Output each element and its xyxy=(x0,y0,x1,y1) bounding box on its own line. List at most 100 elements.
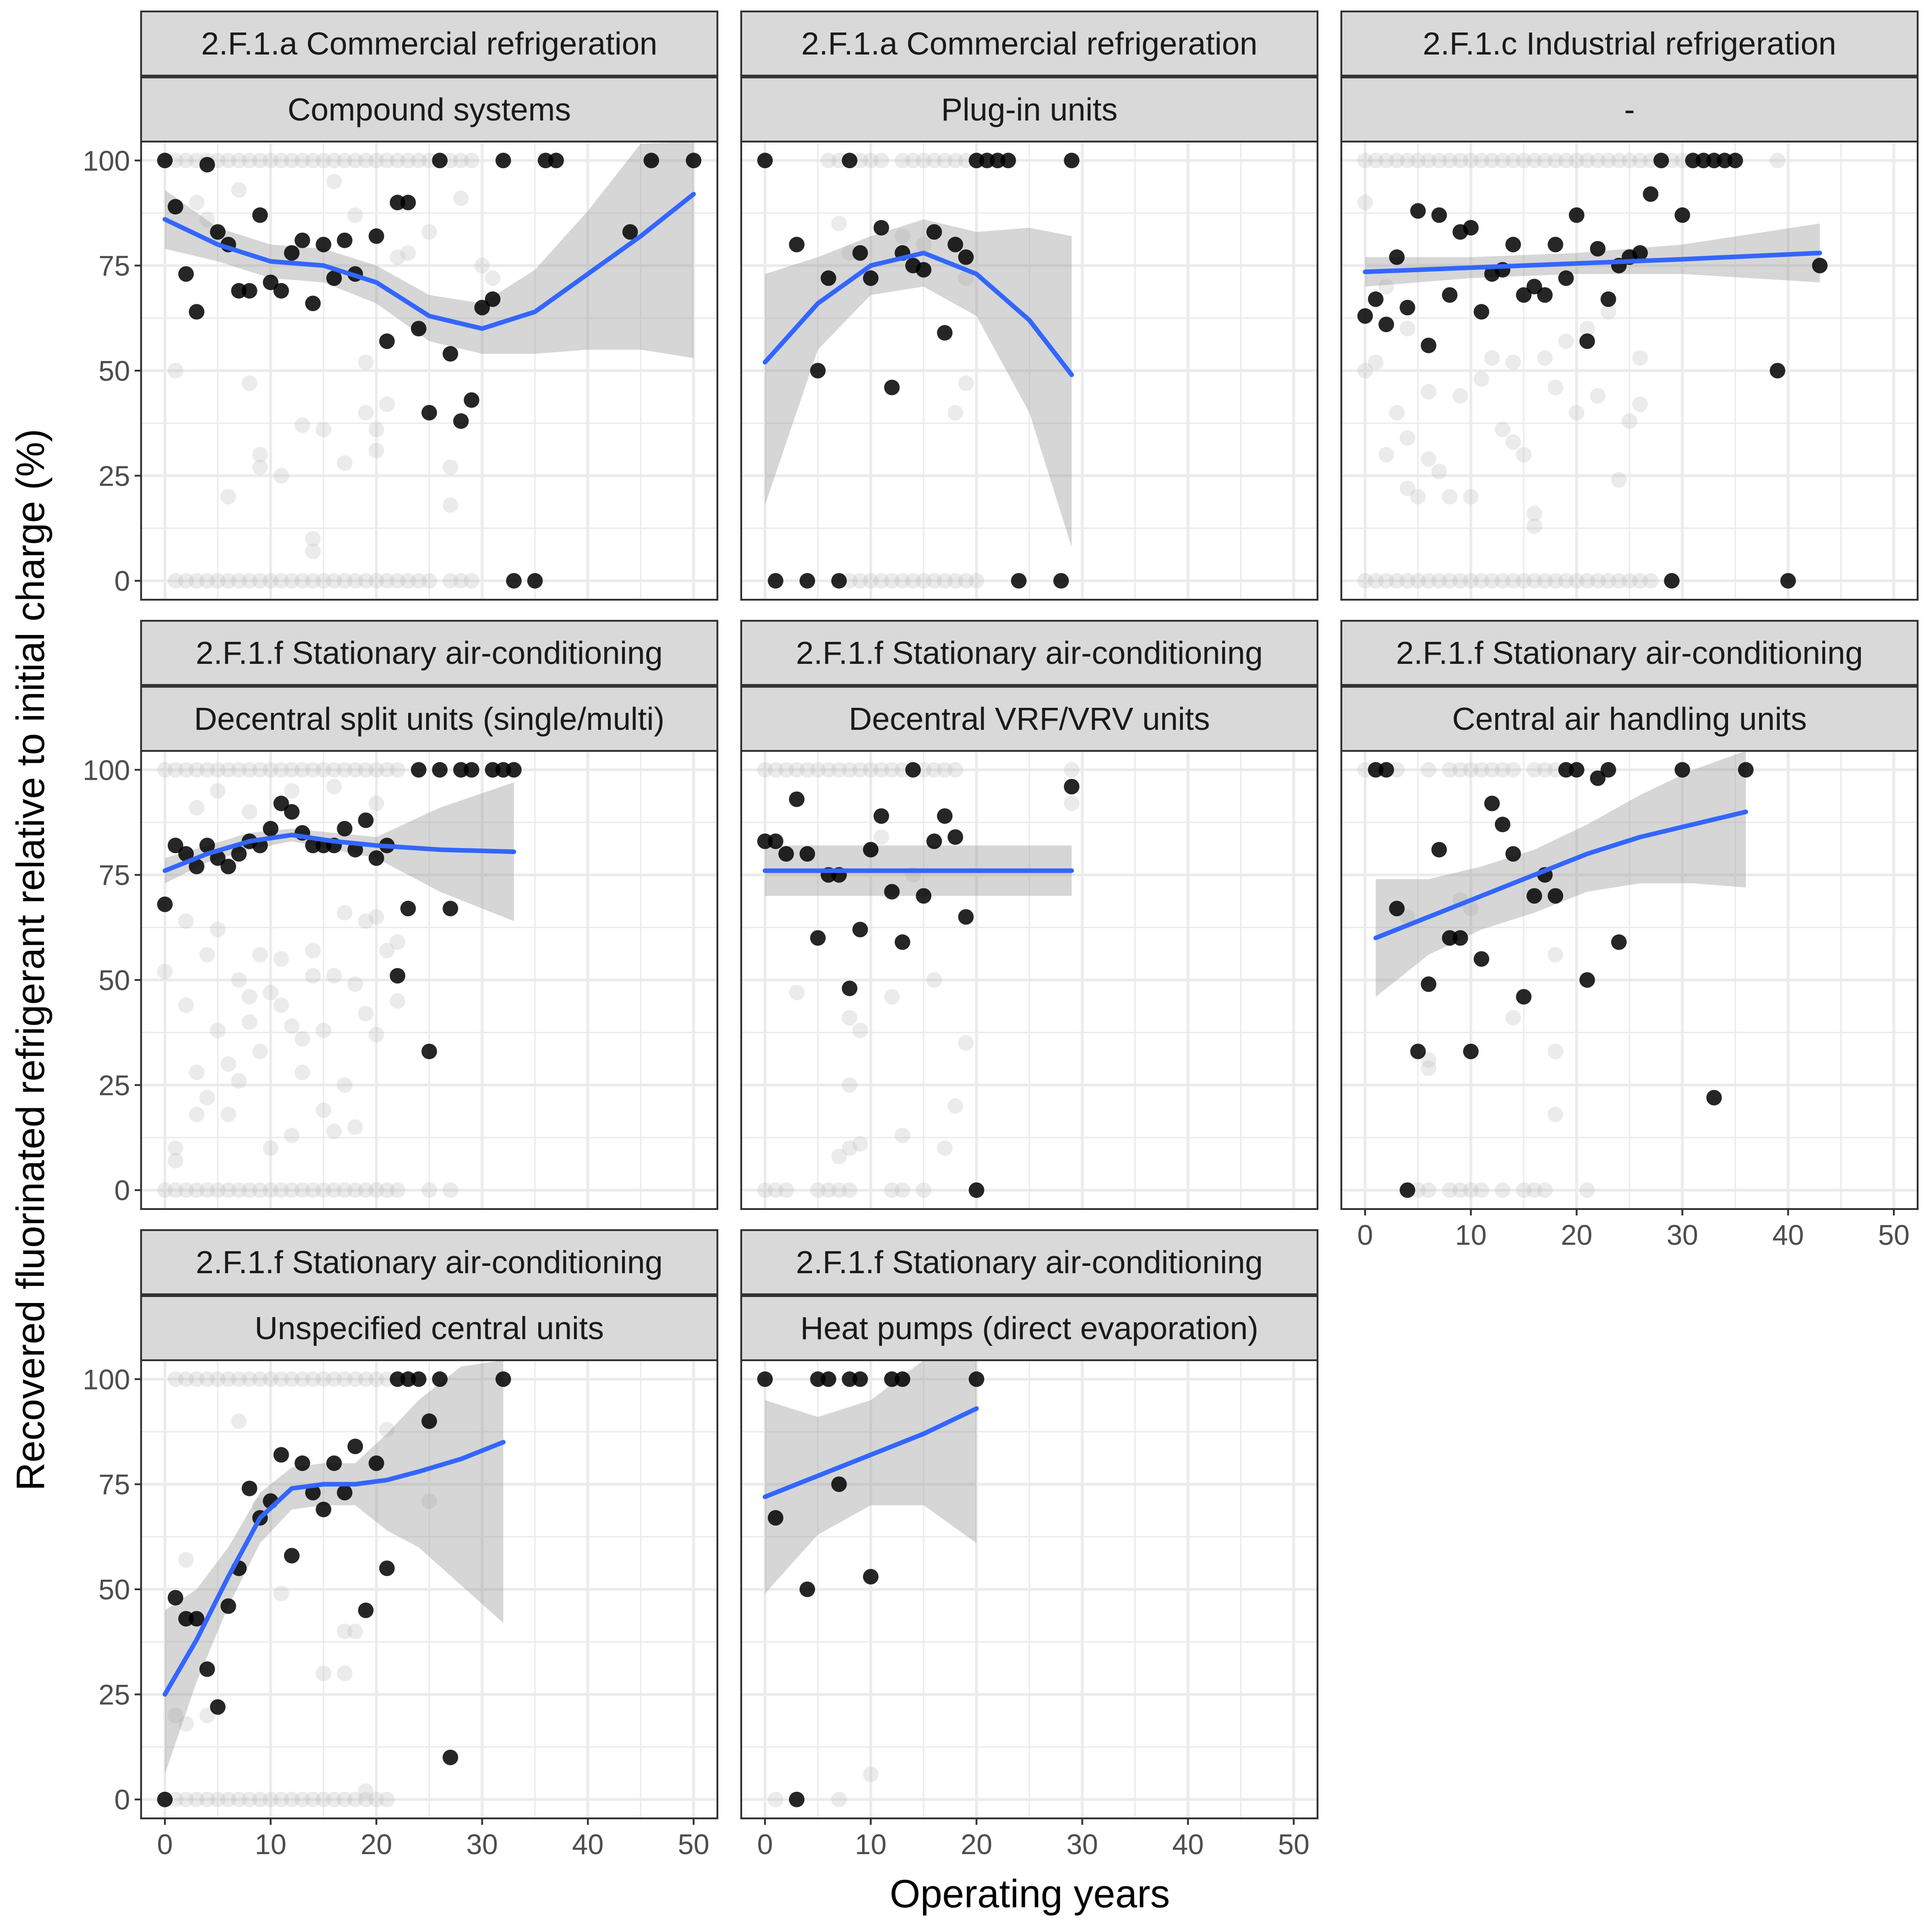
background-point xyxy=(358,573,374,589)
data-point xyxy=(379,333,395,349)
facet-strip-top xyxy=(740,620,1318,686)
background-point xyxy=(1473,762,1489,778)
background-point xyxy=(368,1791,384,1807)
panel-border xyxy=(740,141,1318,601)
background-point xyxy=(1378,447,1394,463)
background-point xyxy=(168,1371,184,1387)
background-point xyxy=(852,573,868,589)
data-point xyxy=(1431,207,1447,223)
data-point xyxy=(1421,976,1437,992)
data-point xyxy=(421,1043,437,1059)
background-point xyxy=(168,363,184,378)
background-point xyxy=(768,762,784,778)
data-point xyxy=(937,325,953,341)
background-point xyxy=(443,1182,459,1198)
background-point xyxy=(400,153,416,169)
panel-border xyxy=(740,750,1318,1210)
background-point xyxy=(168,1708,184,1724)
facet-strip-top xyxy=(740,11,1318,77)
background-point xyxy=(168,1140,184,1156)
background-point xyxy=(1526,518,1542,534)
facet-strip-top xyxy=(1340,11,1919,77)
background-point xyxy=(831,762,847,778)
background-point xyxy=(178,1182,194,1198)
background-point xyxy=(199,762,215,778)
background-point xyxy=(1378,573,1394,589)
background-point xyxy=(379,1422,395,1438)
background-point xyxy=(220,1056,236,1072)
x-tick-label: 40 xyxy=(1172,1829,1204,1861)
background-point xyxy=(220,1371,236,1387)
background-point xyxy=(262,985,279,1001)
chart-panels: 2.F.1.a Commercial refrigeration Compound… xyxy=(83,11,1919,1861)
background-point xyxy=(241,375,257,391)
background-point xyxy=(831,215,847,231)
background-point xyxy=(1421,153,1437,169)
data-point xyxy=(842,153,858,169)
panel-border xyxy=(1340,141,1919,601)
background-point xyxy=(316,1102,332,1118)
data-point xyxy=(199,157,215,173)
background-point xyxy=(241,804,257,820)
data-point xyxy=(443,346,459,362)
data-point xyxy=(305,296,321,312)
data-point xyxy=(1643,186,1659,202)
data-point xyxy=(189,304,205,320)
data-point xyxy=(231,846,247,862)
background-point xyxy=(389,249,405,265)
data-point xyxy=(464,392,480,408)
data-point xyxy=(495,153,511,169)
data-point xyxy=(1410,1043,1426,1059)
background-point xyxy=(189,1106,205,1122)
background-point xyxy=(337,1182,353,1198)
data-point xyxy=(1473,304,1489,320)
smooth-trend-line xyxy=(162,192,696,331)
background-point xyxy=(1442,153,1458,169)
data-point xyxy=(916,262,932,278)
background-point xyxy=(1569,573,1585,589)
data-point xyxy=(1484,795,1500,811)
background-point xyxy=(810,762,826,778)
background-point xyxy=(1452,573,1468,589)
background-point xyxy=(1473,1182,1489,1198)
background-point xyxy=(1368,573,1384,589)
y-axis-title: Recovered fluorinated refrigerant relati… xyxy=(9,429,53,1491)
background-point xyxy=(231,972,247,988)
background-point xyxy=(1452,388,1468,404)
data-point xyxy=(1727,153,1743,169)
background-point xyxy=(358,153,374,169)
background-point xyxy=(220,1106,236,1122)
background-point xyxy=(863,153,879,169)
data-point xyxy=(178,266,194,282)
background-point xyxy=(316,1371,332,1387)
background-point xyxy=(1622,573,1637,589)
background-point xyxy=(1064,762,1080,778)
data-point xyxy=(810,930,826,946)
background-point xyxy=(1378,279,1394,295)
background-point xyxy=(831,1149,847,1165)
background-point xyxy=(305,543,321,559)
background-point xyxy=(252,1043,268,1059)
background-point xyxy=(789,762,805,778)
background-point xyxy=(199,573,215,589)
background-point xyxy=(326,573,342,589)
background-point xyxy=(199,211,215,227)
data-point xyxy=(1812,257,1828,274)
background-point xyxy=(1368,354,1384,370)
panel-data xyxy=(1357,153,1828,589)
panel-grid xyxy=(741,142,1318,600)
background-point xyxy=(157,1182,173,1198)
background-point xyxy=(1421,1052,1437,1068)
confidence-band xyxy=(164,142,694,358)
y-tick-label: 0 xyxy=(115,1175,130,1207)
facet-strip-bottom xyxy=(740,686,1318,752)
background-point xyxy=(241,1791,257,1807)
background-point xyxy=(1537,573,1553,589)
background-point xyxy=(295,153,311,169)
data-point xyxy=(831,1476,847,1492)
background-point xyxy=(1505,573,1521,589)
x-tick-label: 30 xyxy=(1667,1220,1698,1251)
background-point xyxy=(1484,573,1500,589)
facet-panel-4: 2.F.1.f Stationary air-conditioning Decen… xyxy=(83,620,718,1210)
background-point xyxy=(1378,153,1394,169)
